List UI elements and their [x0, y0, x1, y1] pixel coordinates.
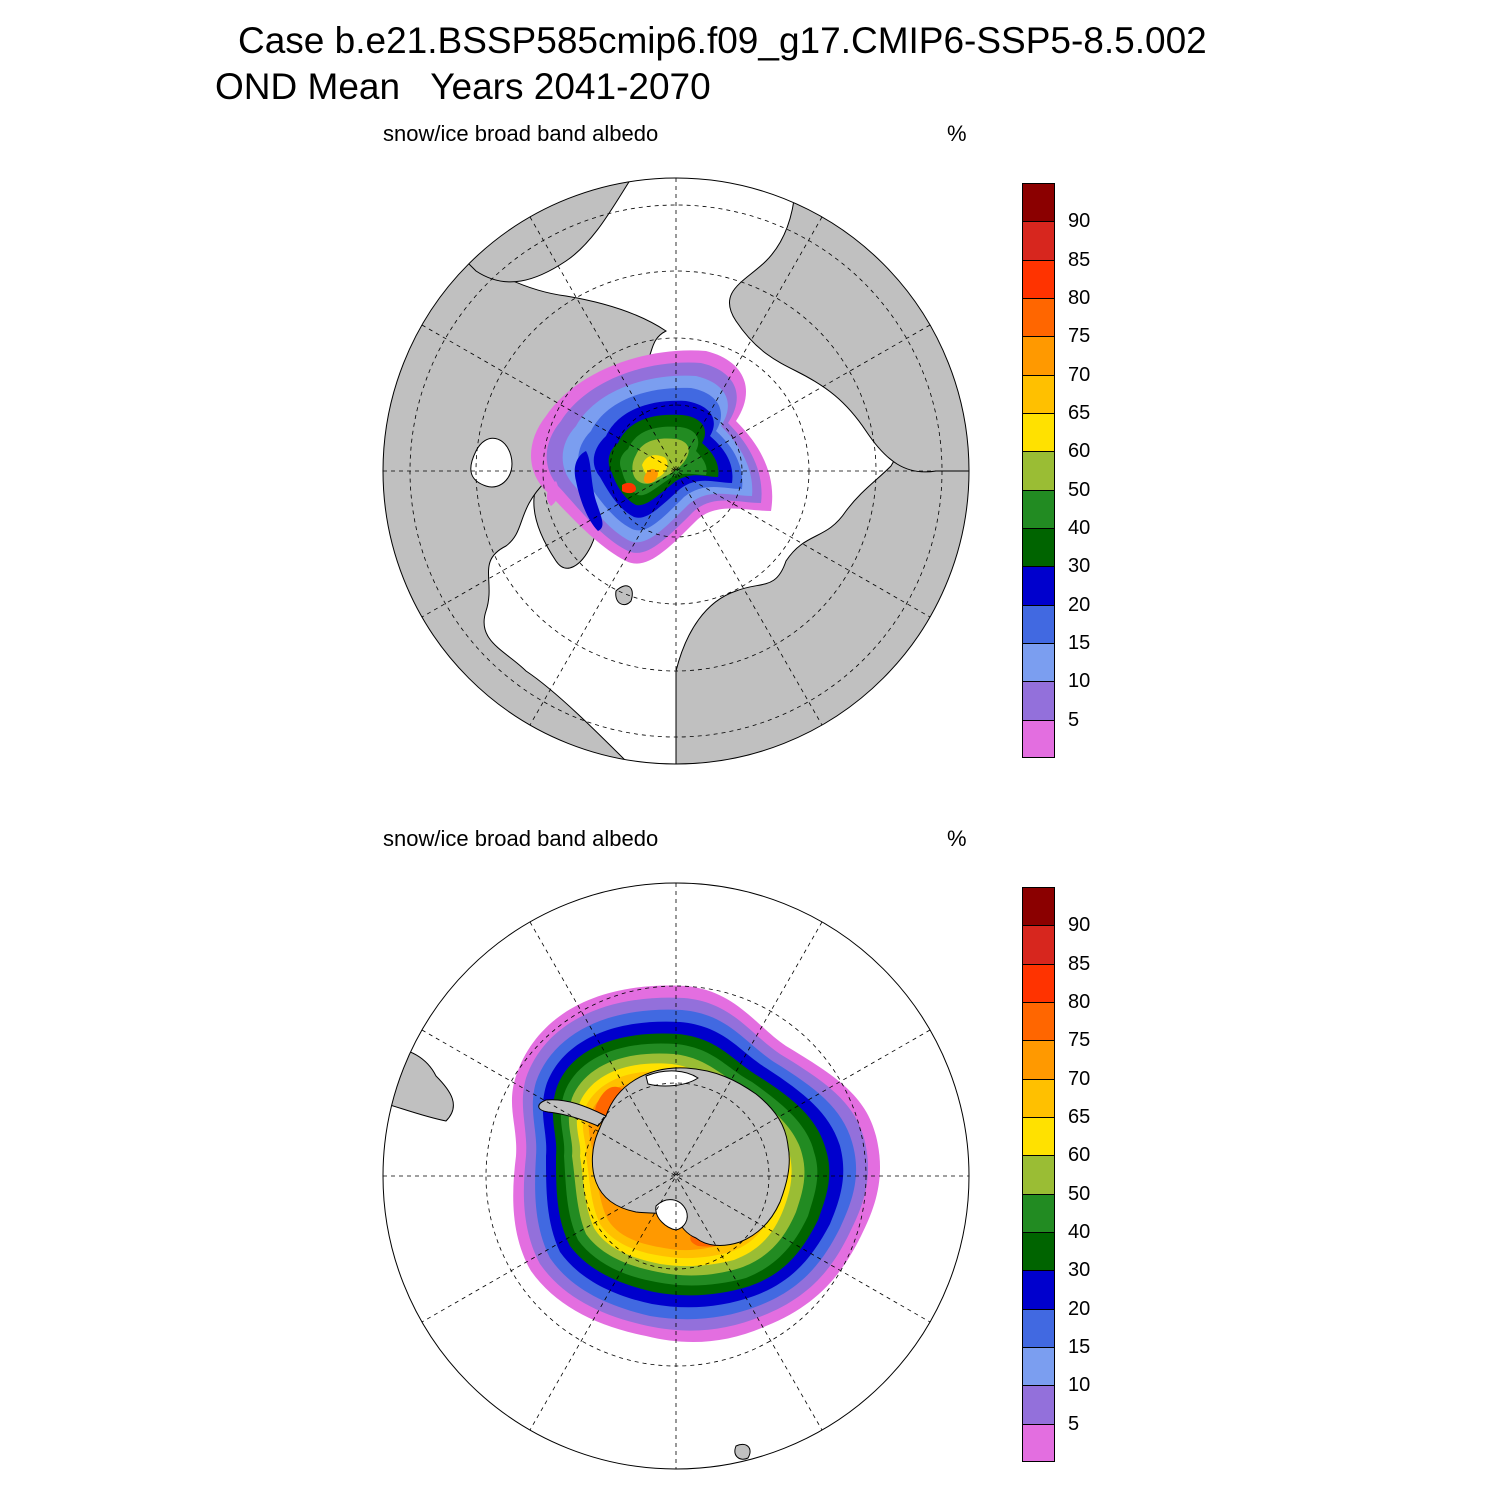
colorbar-tick-label: 15 — [1068, 632, 1091, 654]
colorbar-swatch — [1022, 1002, 1055, 1041]
south-weddell-ice-shelf — [645, 1070, 699, 1087]
colorbar-swatch — [1022, 1040, 1055, 1080]
colorbar-swatch — [1022, 413, 1055, 452]
colorbar-swatch — [1022, 1078, 1055, 1118]
colorbar-swatch — [1022, 925, 1055, 965]
colorbar-tick-label: 40 — [1068, 1221, 1091, 1243]
colorbar-swatch — [1022, 1347, 1055, 1386]
colorbar-tick-label: 85 — [1068, 248, 1091, 271]
north-albedo-field — [531, 350, 773, 564]
colorbar-swatch — [1022, 451, 1055, 491]
colorbar-swatch — [1022, 719, 1055, 758]
colorbar-tick-label: 65 — [1068, 402, 1091, 424]
colorbar-swatch — [1022, 604, 1055, 644]
colorbar-tick-label: 10 — [1068, 670, 1091, 693]
colorbar-tick-label: 15 — [1068, 1336, 1091, 1358]
figure-title-case: Case b.e21.BSSP585cmip6.f09_g17.CMIP6-SS… — [238, 20, 1207, 61]
colorbar-tick-label: 60 — [1068, 440, 1091, 463]
colorbar-tick-label: 60 — [1068, 1144, 1091, 1167]
north-colorbar: 90 85 80 75 70 65 60 50 40 30 20 15 10 5 — [1022, 183, 1090, 758]
colorbar-swatch — [1022, 259, 1055, 299]
colorbar-swatch — [1022, 887, 1055, 926]
colorbar-tick-label: 70 — [1068, 1067, 1091, 1090]
north-land-svalbard — [615, 585, 633, 606]
colorbar-tick-label: 75 — [1068, 1029, 1091, 1052]
colorbar-tick-label: 10 — [1068, 1374, 1091, 1397]
south-graticule — [383, 883, 969, 1469]
colorbar-tick-label: 80 — [1068, 287, 1091, 309]
colorbar-tick-label: 80 — [1068, 991, 1091, 1013]
colorbar-tick-label: 85 — [1068, 952, 1091, 975]
colorbar-swatch — [1022, 1232, 1055, 1271]
north-polar-map — [382, 177, 970, 765]
colorbar-swatch — [1022, 1270, 1055, 1310]
colorbar-tick-label: 90 — [1068, 914, 1091, 937]
south-colorbar: 90 85 80 75 70 65 60 50 40 30 20 15 10 5 — [1022, 887, 1090, 1462]
south-land-antarctic-peninsula — [538, 1099, 607, 1127]
colorbar-swatch — [1022, 963, 1055, 1003]
south-map-border — [382, 882, 970, 1470]
colorbar-swatch — [1022, 1117, 1055, 1156]
north-panel-variable-label: snow/ice broad band albedo — [383, 121, 659, 146]
colorbar-swatch — [1022, 336, 1055, 376]
colorbar-swatch — [1022, 681, 1055, 721]
figure-title-season: OND Mean Years 2041-2070 — [215, 66, 711, 107]
south-land-small-island — [734, 1443, 751, 1460]
colorbar-tick-label: 70 — [1068, 363, 1091, 386]
colorbar-swatch — [1022, 566, 1055, 606]
north-map-border — [382, 177, 970, 765]
south-land-antarctica — [591, 1067, 790, 1246]
colorbar-tick-label: 5 — [1068, 708, 1080, 731]
colorbar-swatch — [1022, 374, 1055, 414]
south-polar-map — [382, 882, 970, 1470]
colorbar-swatch — [1022, 1423, 1055, 1462]
colorbar-tick-label: 65 — [1068, 1106, 1091, 1128]
south-panel-variable-label: snow/ice broad band albedo — [383, 826, 659, 851]
colorbar-swatch — [1022, 643, 1055, 682]
colorbar-swatch — [1022, 528, 1055, 567]
colorbar-swatch — [1022, 221, 1055, 261]
colorbar-tick-label: 20 — [1068, 1297, 1091, 1320]
colorbar-tick-label: 30 — [1068, 555, 1091, 578]
south-panel-units-label: % — [947, 826, 967, 851]
colorbar-swatch — [1022, 1308, 1055, 1348]
south-ross-ice-shelf — [655, 1199, 688, 1231]
colorbar-tick-label: 50 — [1068, 1182, 1091, 1205]
colorbar-swatch — [1022, 1155, 1055, 1195]
north-panel-units-label: % — [947, 121, 967, 146]
colorbar-tick-label: 20 — [1068, 593, 1091, 616]
colorbar-swatch — [1022, 183, 1055, 222]
colorbar-swatch — [1022, 1385, 1055, 1425]
colorbar-tick-label: 40 — [1068, 517, 1091, 539]
colorbar-swatch — [1022, 489, 1055, 529]
north-graticule — [383, 178, 969, 764]
colorbar-tick-label: 50 — [1068, 478, 1091, 501]
colorbar-tick-label: 90 — [1068, 210, 1091, 233]
colorbar-tick-label: 30 — [1068, 1259, 1091, 1282]
north-hudson-bay — [470, 438, 513, 488]
colorbar-tick-label: 5 — [1068, 1412, 1080, 1435]
colorbar-tick-label: 75 — [1068, 325, 1091, 348]
colorbar-swatch — [1022, 1193, 1055, 1233]
colorbar-swatch — [1022, 298, 1055, 337]
